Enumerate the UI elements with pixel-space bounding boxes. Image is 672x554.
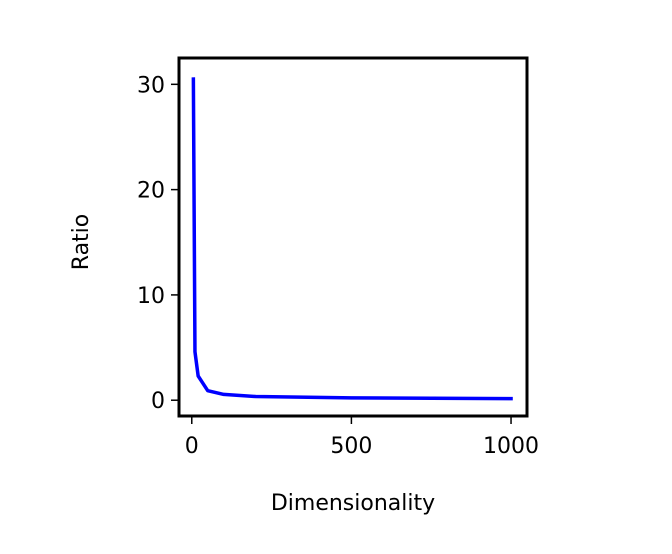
y-tick-label: 20 [137, 179, 165, 204]
x-axis-label: Dimensionality [271, 491, 435, 516]
plot-layer [191, 77, 513, 401]
y-tick-label: 30 [137, 73, 165, 98]
x-tick-label: 500 [330, 434, 372, 459]
y-tick-label: 10 [137, 284, 165, 309]
series-line-0 [191, 77, 513, 401]
x-tick-label: 0 [185, 434, 199, 459]
y-axis-ticks: 0 10 20 30 [137, 73, 179, 414]
y-axis-label: Ratio [69, 214, 94, 270]
y-tick-label: 0 [151, 389, 165, 414]
x-tick-label: 1000 [483, 434, 539, 459]
x-axis-ticks: 0 500 1000 [185, 416, 539, 459]
plot-frame [177, 56, 529, 418]
